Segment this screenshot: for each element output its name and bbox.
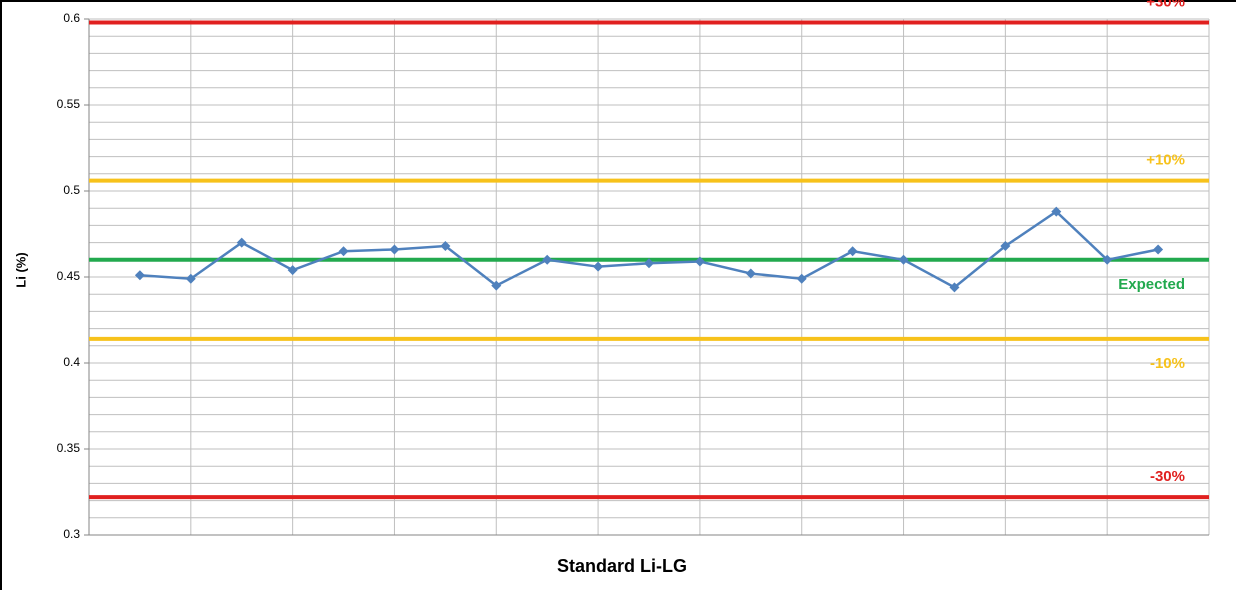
y-tick-label: 0.55 — [57, 97, 81, 111]
point — [644, 258, 654, 269]
point — [694, 256, 705, 267]
point — [287, 265, 298, 276]
y-tick-label: 0.45 — [57, 269, 81, 283]
point — [491, 280, 502, 291]
x-axis-label: Standard Li-LG — [557, 556, 687, 576]
y-tick-label: 0.35 — [57, 441, 81, 455]
point — [542, 254, 553, 265]
reference-label: Expected — [1118, 276, 1185, 293]
point — [593, 261, 604, 272]
point — [796, 273, 807, 284]
y-tick-label: 0.5 — [63, 183, 80, 197]
point — [1051, 206, 1062, 217]
point — [440, 241, 451, 252]
y-tick-label: 0.6 — [63, 11, 80, 25]
reference-label: +30% — [1146, 0, 1185, 10]
point — [949, 282, 960, 293]
point — [1102, 254, 1113, 265]
reference-label: +10% — [1146, 152, 1185, 169]
point — [1000, 241, 1011, 252]
point — [1153, 244, 1164, 255]
point — [338, 246, 349, 257]
y-tick-label: 0.3 — [63, 527, 80, 541]
point — [389, 244, 400, 255]
reference-label: -30% — [1150, 468, 1185, 485]
point — [898, 254, 909, 265]
point — [185, 273, 196, 284]
point — [745, 268, 756, 279]
reference-label: -10% — [1150, 355, 1185, 372]
point — [134, 270, 145, 281]
point — [236, 237, 247, 248]
y-axis-label: Li (%) — [13, 252, 28, 287]
y-tick-label: 0.4 — [63, 355, 80, 369]
point — [847, 246, 858, 257]
